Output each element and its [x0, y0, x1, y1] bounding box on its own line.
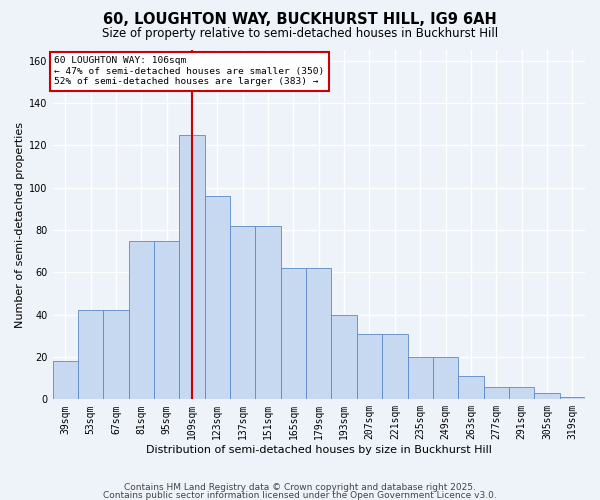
Bar	[433, 357, 458, 400]
X-axis label: Distribution of semi-detached houses by size in Buckhurst Hill: Distribution of semi-detached houses by …	[146, 445, 492, 455]
Bar	[256, 226, 281, 400]
Text: Contains HM Land Registry data © Crown copyright and database right 2025.: Contains HM Land Registry data © Crown c…	[124, 484, 476, 492]
Bar	[407, 357, 433, 400]
Bar	[154, 240, 179, 400]
Bar	[306, 268, 331, 400]
Bar	[357, 334, 382, 400]
Bar	[53, 361, 78, 400]
Bar	[281, 268, 306, 400]
Bar	[458, 376, 484, 400]
Bar	[205, 196, 230, 400]
Text: 60 LOUGHTON WAY: 106sqm
← 47% of semi-detached houses are smaller (350)
52% of s: 60 LOUGHTON WAY: 106sqm ← 47% of semi-de…	[55, 56, 325, 86]
Bar	[78, 310, 103, 400]
Bar	[484, 386, 509, 400]
Bar	[560, 397, 585, 400]
Text: Contains public sector information licensed under the Open Government Licence v3: Contains public sector information licen…	[103, 491, 497, 500]
Text: 60, LOUGHTON WAY, BUCKHURST HILL, IG9 6AH: 60, LOUGHTON WAY, BUCKHURST HILL, IG9 6A…	[103, 12, 497, 28]
Bar	[128, 240, 154, 400]
Bar	[331, 314, 357, 400]
Bar	[230, 226, 256, 400]
Bar	[534, 393, 560, 400]
Y-axis label: Number of semi-detached properties: Number of semi-detached properties	[15, 122, 25, 328]
Bar	[509, 386, 534, 400]
Bar	[179, 134, 205, 400]
Bar	[382, 334, 407, 400]
Text: Size of property relative to semi-detached houses in Buckhurst Hill: Size of property relative to semi-detach…	[102, 28, 498, 40]
Bar	[103, 310, 128, 400]
